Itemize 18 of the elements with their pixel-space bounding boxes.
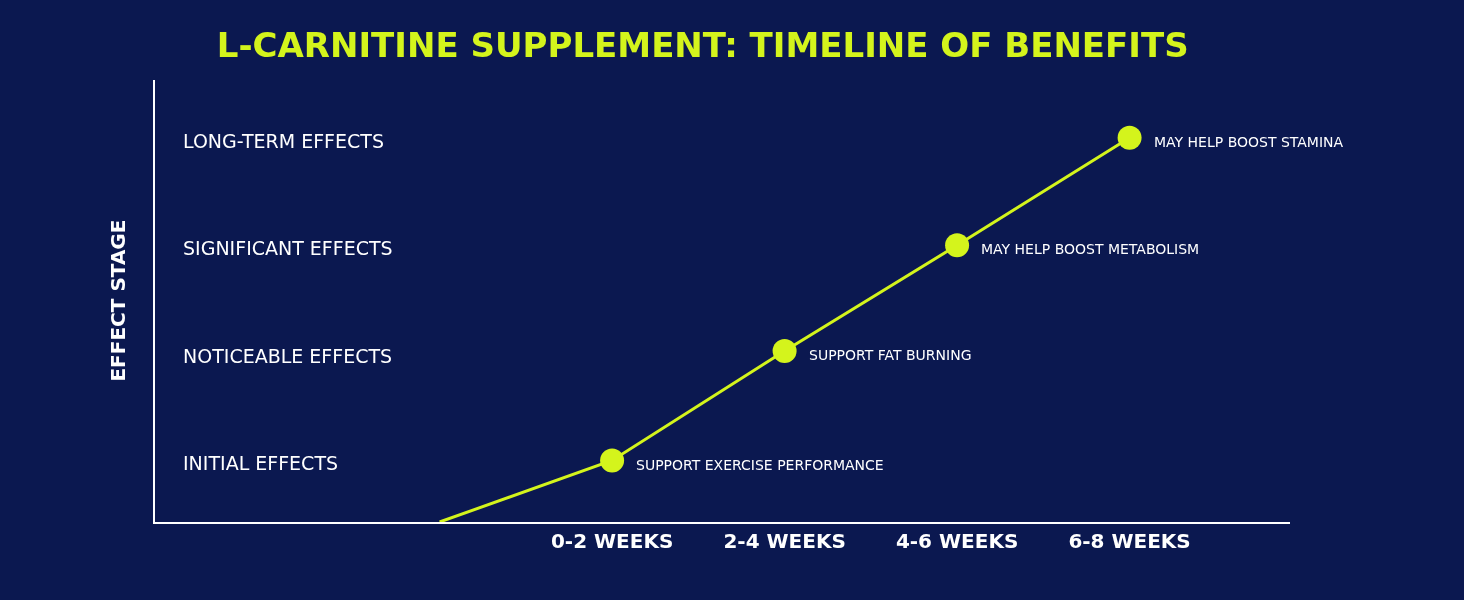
annotation: MAY HELP BOOST STAMINA <box>1154 134 1344 150</box>
point <box>945 233 970 258</box>
annotation: SUPPORT FAT BURNING <box>809 347 972 363</box>
x-tick-label: 0-2 WEEKS <box>550 529 674 553</box>
annotation: SIGNIFICANT EFFECTS <box>183 237 393 259</box>
text: INITIAL EFFECTS <box>183 452 339 474</box>
x-tick-label: 2-4 WEEKS <box>723 529 846 553</box>
x-tick-label: 6-8 WEEKS <box>1068 529 1191 553</box>
annotation: NOTICEABLE EFFECTS <box>183 345 393 367</box>
annotation: LONG-TERM EFFECTS <box>183 130 384 152</box>
chart-title: L-CARNITINE SUPPLEMENT: TIMELINE OF BENEFITS <box>216 24 1189 65</box>
point <box>1117 125 1142 150</box>
annotation: MAY HELP BOOST METABOLISM <box>981 241 1200 257</box>
point <box>772 338 797 363</box>
annotation: SUPPORT EXERCISE PERFORMANCE <box>636 457 884 473</box>
x-tick-label: 4-6 WEEKS <box>895 529 1019 553</box>
text: EFFECT STAGE <box>105 219 130 382</box>
point <box>600 448 625 473</box>
